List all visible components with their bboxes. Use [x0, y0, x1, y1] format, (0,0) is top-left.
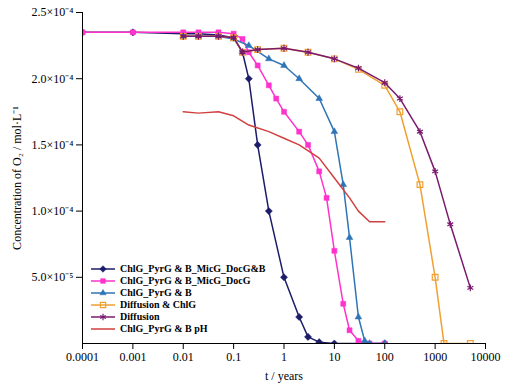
svg-text:Concentration of O₂ / mol·L⁻¹: Concentration of O₂ / mol·L⁻¹ — [10, 106, 24, 250]
html-text:Diffusion & ChlG: Diffusion & ChlG — [120, 299, 197, 310]
svg-text:10000: 10000 — [471, 350, 501, 364]
svg-text:100: 100 — [376, 350, 394, 364]
html-text:Diffusion: Diffusion — [120, 311, 160, 322]
svg-text:0.001: 0.001 — [119, 350, 146, 364]
svg-text:1.5×10⁻⁴: 1.5×10⁻⁴ — [32, 138, 74, 152]
svg-text:0.01: 0.01 — [173, 350, 194, 364]
html-text:ChlG_PyrG & B: ChlG_PyrG & B — [120, 287, 192, 298]
svg-text:1000: 1000 — [423, 350, 447, 364]
svg-text:1: 1 — [281, 350, 287, 364]
svg-text:0.0001: 0.0001 — [66, 350, 99, 364]
svg-text:2.5×10⁻⁴: 2.5×10⁻⁴ — [32, 5, 74, 19]
svg-text:t / years: t / years — [265, 369, 303, 383]
svg-text:10: 10 — [328, 350, 340, 364]
svg-text:0.1: 0.1 — [226, 350, 241, 364]
svg-text:1.0×10⁻⁴: 1.0×10⁻⁴ — [32, 204, 74, 218]
html-text:ChlG_PyrG & B pH: ChlG_PyrG & B pH — [120, 323, 208, 334]
svg-text:5.0×10⁻⁵: 5.0×10⁻⁵ — [32, 270, 74, 284]
html-text:ChlG_PyrG & B_MicG_DocG: ChlG_PyrG & B_MicG_DocG — [120, 275, 251, 286]
svg-text:2.0×10⁻⁴: 2.0×10⁻⁴ — [32, 72, 74, 86]
html-text:ChlG_PyrG & B_MicG_DocG&B: ChlG_PyrG & B_MicG_DocG&B — [120, 263, 266, 274]
